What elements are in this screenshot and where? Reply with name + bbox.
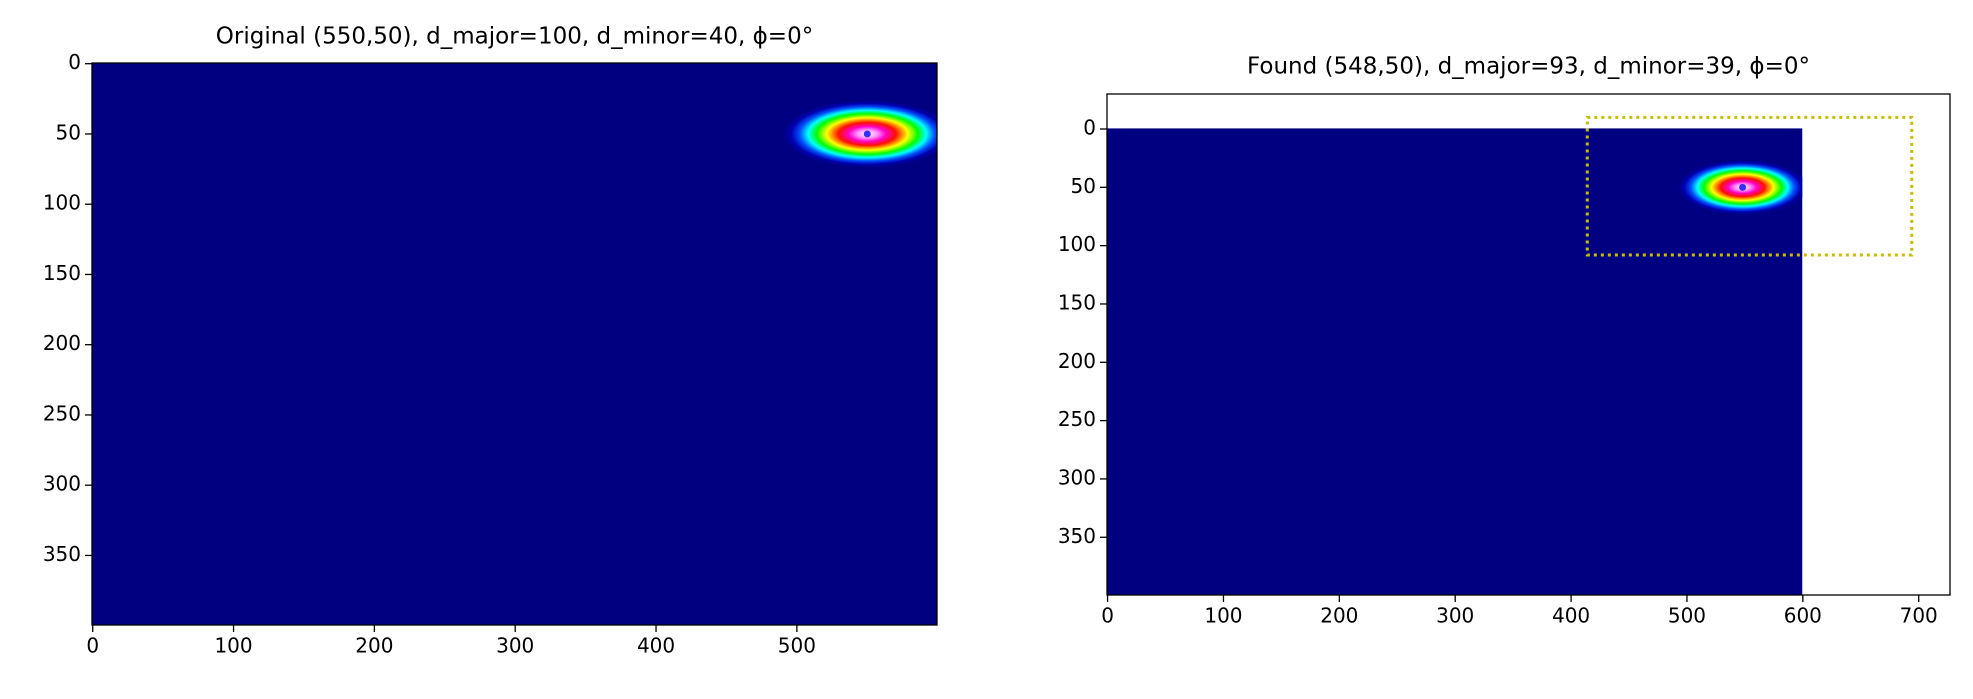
y-tick-label: 250 — [43, 401, 81, 425]
y-tick-label: 250 — [1058, 407, 1096, 431]
y-tick-label: 50 — [1071, 174, 1096, 198]
x-tick-label: 400 — [1552, 604, 1590, 628]
chart-title: Original (550,50), d_major=100, d_minor=… — [216, 24, 813, 50]
x-tick-label: 300 — [1436, 604, 1474, 628]
y-tick-label: 200 — [1058, 349, 1096, 373]
y-tick-label: 150 — [1058, 290, 1096, 314]
axes-frame — [1106, 93, 1951, 596]
y-tick-label: 0 — [68, 50, 81, 74]
y-tick-label: 100 — [1058, 232, 1096, 256]
y-tick-label: 350 — [43, 542, 81, 566]
x-tick-label: 200 — [355, 634, 393, 658]
x-tick-label: 700 — [1900, 604, 1938, 628]
y-tick-label: 300 — [43, 472, 81, 496]
x-tick-label: 500 — [1668, 604, 1706, 628]
x-tick-label: 200 — [1320, 604, 1358, 628]
y-tick-label: 150 — [43, 261, 81, 285]
y-tick-label: 50 — [56, 120, 81, 144]
x-tick-label: 600 — [1784, 604, 1822, 628]
y-tick-label: 0 — [1083, 115, 1096, 139]
gaussian-spot — [782, 100, 937, 168]
x-tick-label: 500 — [778, 634, 816, 658]
center-marker — [863, 130, 871, 138]
y-tick-label: 200 — [43, 331, 81, 355]
x-tick-label: 0 — [1101, 604, 1114, 628]
axes-frame — [91, 62, 938, 626]
x-tick-label: 100 — [1204, 604, 1242, 628]
y-tick-label: 100 — [43, 191, 81, 215]
x-tick-label: 300 — [496, 634, 534, 658]
chart-title: Found (548,50), d_major=93, d_minor=39, … — [1247, 54, 1810, 80]
y-tick-label: 300 — [1058, 465, 1096, 489]
search-box — [1585, 115, 1914, 257]
center-marker — [1739, 183, 1747, 191]
image-background — [92, 63, 937, 625]
panel: Found (548,50), d_major=93, d_minor=39, … — [1058, 54, 1951, 628]
x-tick-label: 100 — [214, 634, 252, 658]
panel: Original (550,50), d_major=100, d_minor=… — [43, 24, 938, 658]
x-tick-label: 0 — [86, 634, 99, 658]
y-tick-label: 350 — [1058, 524, 1096, 548]
image-background — [1107, 128, 1803, 595]
x-tick-label: 400 — [637, 634, 675, 658]
